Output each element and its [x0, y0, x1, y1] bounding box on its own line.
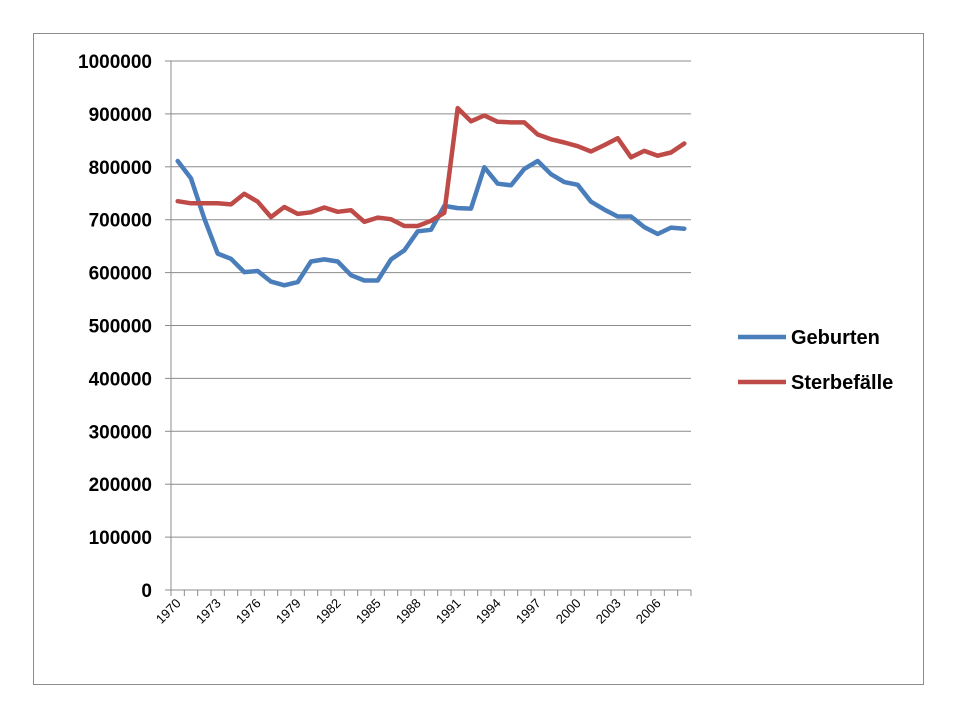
- x-tick-label: 1979: [273, 596, 304, 627]
- x-tick-label: 1991: [433, 596, 464, 627]
- y-tick-label: 200000: [89, 475, 152, 496]
- series-lines: [175, 105, 687, 288]
- y-tick-label: 100000: [89, 528, 152, 549]
- y-tick-label: 1000000: [78, 52, 152, 73]
- series-line-1: [175, 158, 687, 288]
- x-tick-label: 1994: [473, 596, 504, 627]
- x-tick-label: 1988: [393, 596, 424, 627]
- series-line-2: [175, 105, 687, 229]
- y-tick-label: 600000: [89, 264, 152, 285]
- x-axis-tick-labels: 1970 1973 1976 1979 1982 1985 1988 1991 1994 1997…: [153, 596, 664, 627]
- x-tick-label: 2000: [553, 596, 584, 627]
- x-tick-label: 1973: [193, 596, 224, 627]
- legend-label: Geburten: [791, 327, 880, 349]
- x-tick-label: 1970: [153, 596, 184, 627]
- x-tick-label: 2003: [593, 596, 624, 627]
- y-tick-label: 300000: [89, 422, 152, 443]
- y-tick-label: 900000: [89, 105, 152, 126]
- y-tick-label: 800000: [89, 158, 152, 179]
- axes: [165, 60, 692, 596]
- x-tick-label: 1997: [513, 596, 544, 627]
- x-tick-label: 2006: [633, 596, 664, 627]
- x-tick-label: 1976: [233, 596, 264, 627]
- y-axis-tick-labels: 0 100000 200000 300000 400000 500000 600000 700…: [78, 52, 152, 602]
- chart-frame: [33, 33, 924, 685]
- gridlines: [171, 60, 691, 538]
- legend: Geburten Sterbefälle: [738, 327, 893, 394]
- x-tick-label: 1982: [313, 596, 344, 627]
- y-tick-label: 700000: [89, 211, 152, 232]
- y-tick-label: 400000: [89, 369, 152, 390]
- legend-label: Sterbefälle: [791, 372, 893, 394]
- x-tick-label: 1985: [353, 596, 384, 627]
- y-tick-label: 500000: [89, 317, 152, 338]
- y-tick-label: 0: [141, 581, 152, 602]
